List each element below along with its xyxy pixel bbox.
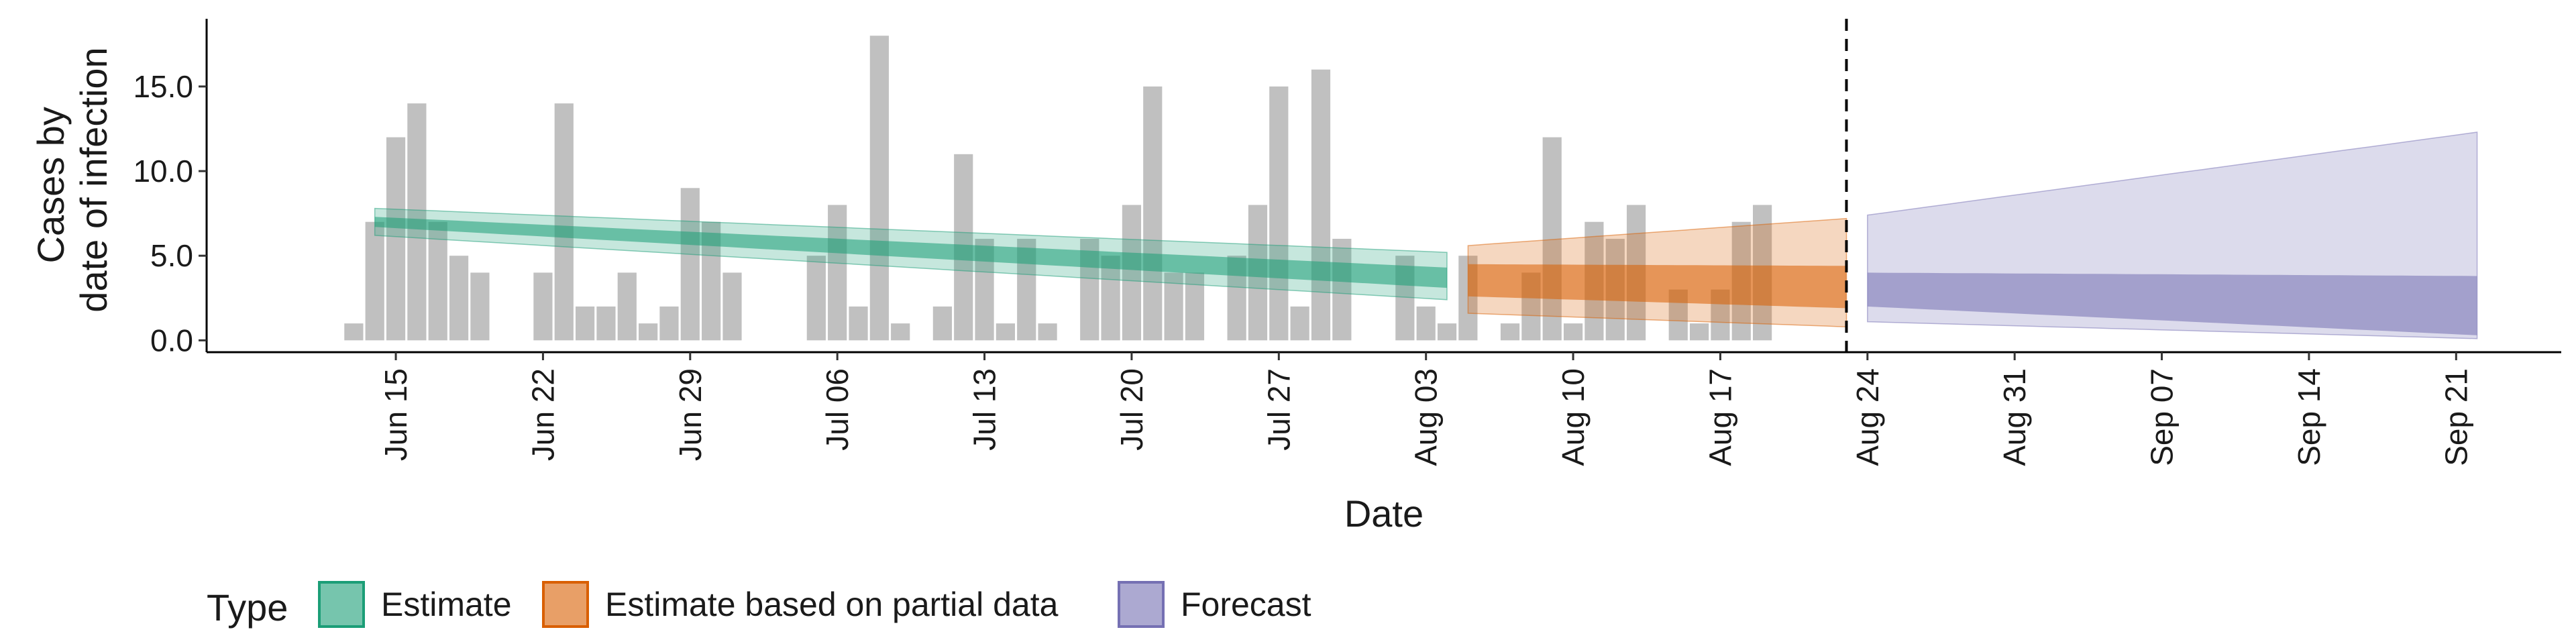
x-axis-label: Date — [1344, 492, 1424, 535]
y-ticks: 0.0 5.0 10.0 15.0 — [133, 69, 207, 358]
legend-label: Estimate — [381, 586, 512, 623]
x-tick-label: Jul 20 — [1114, 368, 1149, 451]
case-bar — [849, 306, 868, 341]
x-tick-label: Jun 15 — [378, 368, 413, 461]
case-bar — [1101, 256, 1120, 341]
case-bar — [1038, 323, 1057, 341]
case-bar — [1122, 205, 1142, 341]
x-tick-label: Aug 31 — [1997, 368, 2032, 466]
series-1-inner-band — [1468, 264, 1847, 309]
case-bar — [806, 256, 826, 341]
case-bar — [1311, 69, 1331, 341]
x-tick-label: Sep 14 — [2292, 368, 2326, 466]
legend: Type Estimate Estimate based on partial d… — [207, 581, 1311, 629]
case-bar — [386, 137, 406, 341]
case-bar — [1269, 86, 1289, 341]
bands-layer — [374, 131, 2478, 339]
case-bar — [680, 188, 700, 341]
case-bar — [365, 221, 384, 341]
legend-label: Forecast — [1181, 586, 1311, 623]
case-bar — [470, 272, 490, 341]
x-tick-label: Jun 29 — [673, 368, 708, 461]
case-bar — [639, 323, 658, 341]
case-bar — [344, 323, 364, 341]
legend-title: Type — [207, 586, 288, 629]
x-tick-label: Jul 06 — [820, 368, 855, 451]
case-bar — [1416, 306, 1436, 341]
x-tick-label: Jul 27 — [1261, 368, 1296, 451]
y-tick-label: 5.0 — [150, 238, 193, 273]
x-ticks: Jun 15 Jun 22 Jun 29 Jul 06 Jul 13 Jul 20 Jul … — [378, 352, 2473, 466]
y-axis-label-line-1: Cases by — [30, 107, 72, 263]
case-bar — [996, 323, 1015, 341]
case-bar — [1563, 323, 1583, 341]
x-tick-label: Jun 22 — [525, 368, 560, 461]
case-bar — [554, 103, 574, 341]
y-axis-label-line-2: date of infection — [72, 47, 115, 312]
x-tick-label: Sep 07 — [2145, 368, 2180, 466]
case-bar — [617, 272, 637, 341]
y-tick-label: 15.0 — [133, 69, 193, 104]
case-bar — [428, 221, 447, 341]
case-bar — [449, 256, 469, 341]
x-tick-label: Aug 17 — [1703, 368, 1737, 466]
case-bar — [659, 306, 679, 341]
y-tick-label: 0.0 — [150, 323, 193, 358]
x-tick-label: Aug 03 — [1409, 368, 1444, 466]
y-axis-label: Cases by date of infection — [30, 47, 115, 312]
case-bar — [1437, 323, 1457, 341]
case-bar — [828, 205, 847, 341]
case-bar — [891, 323, 910, 341]
series-0-inner-band — [374, 217, 1448, 288]
x-tick-label: Aug 24 — [1850, 368, 1885, 466]
x-tick-label: Aug 10 — [1556, 368, 1591, 466]
case-bar — [576, 306, 595, 341]
case-bar — [596, 306, 616, 341]
case-bar — [1290, 306, 1309, 341]
x-tick-label: Jul 13 — [967, 368, 1002, 451]
case-bar — [1689, 323, 1709, 341]
case-bar — [1332, 238, 1352, 341]
legend-label: Estimate based on partial data — [605, 586, 1059, 623]
case-bar — [1500, 323, 1520, 341]
case-bar — [932, 306, 952, 341]
series-2-inner-band — [1867, 272, 2477, 335]
y-tick-label: 10.0 — [133, 154, 193, 189]
legend-swatch — [1118, 581, 1165, 628]
case-bar — [722, 272, 742, 341]
x-tick-label: Sep 21 — [2438, 368, 2473, 466]
legend-swatch — [318, 581, 365, 628]
case-bar — [869, 36, 889, 341]
legend-swatch — [542, 581, 589, 628]
case-bar — [533, 272, 553, 341]
case-bar — [1143, 86, 1163, 341]
